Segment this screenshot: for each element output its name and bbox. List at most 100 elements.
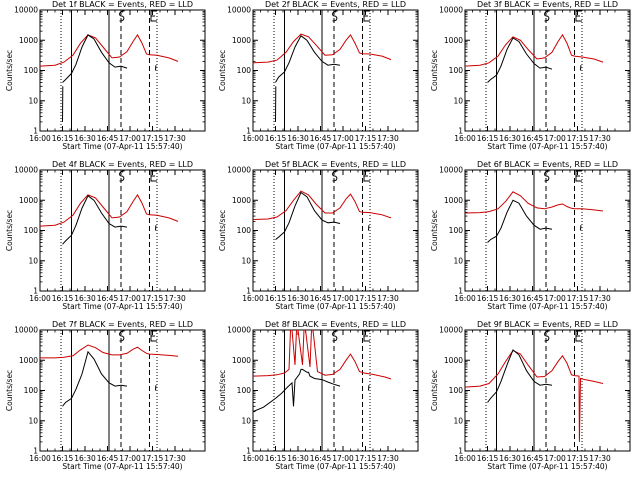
start-marker-s	[119, 330, 125, 342]
black-events-series-line	[62, 195, 128, 245]
y-tick-label: 10000	[439, 326, 463, 335]
x-tick-label: 16:15	[265, 134, 287, 143]
y-tick-label: 100	[24, 66, 39, 75]
y-tick-label: 100	[449, 226, 464, 235]
y-tick-label: 10	[241, 256, 251, 265]
x-axis-label: Start Time (07-Apr-11 15:57:40)	[487, 302, 607, 311]
x-tick-label: 17:00	[119, 294, 141, 303]
y-tick-label: 10	[28, 96, 38, 105]
y-tick-label: 10000	[227, 166, 251, 175]
x-tick-label: 16:30	[287, 134, 309, 143]
black-events-series-line	[487, 199, 553, 243]
x-tick-label: 16:45	[522, 134, 544, 143]
x-tick-label: 16:00	[29, 454, 51, 463]
x-tick-label: 17:15	[142, 294, 164, 303]
y-tick-label: 10	[241, 96, 251, 105]
detector-panel-4: Det 4f BLACK = Events, RED = LLD 1 10 100 10…	[5, 160, 206, 311]
y-tick-label: 1000	[444, 356, 463, 365]
y-tick-label: 100	[449, 386, 464, 395]
y-tick-label: 1000	[232, 36, 251, 45]
y-tick-label: 10	[453, 96, 463, 105]
y-tick-label: 1	[458, 287, 463, 296]
red-lld-series-line	[253, 190, 392, 221]
x-tick-label: 16:30	[499, 454, 521, 463]
x-tick-label: 16:45	[522, 454, 544, 463]
x-axis-label: Start Time (07-Apr-11 15:57:40)	[62, 462, 182, 471]
y-tick-label: 100	[24, 226, 39, 235]
x-tick-label: 16:15	[52, 134, 74, 143]
red-lld-series-line	[40, 344, 179, 359]
black-events-series-line	[487, 37, 553, 83]
y-tick-label: 1000	[232, 196, 251, 205]
x-tick-label: 16:30	[287, 454, 309, 463]
end-marker-e	[363, 170, 370, 182]
series-group	[253, 330, 392, 413]
red-lld-series-line	[40, 33, 179, 67]
black-events-series-line	[62, 350, 128, 407]
red-lld-series-line	[465, 191, 604, 214]
detector-panel-9: Det 9f BLACK = Events, RED = LLD 1 10 100 10…	[430, 320, 631, 471]
x-tick-label: 17:30	[164, 134, 186, 143]
start-marker-s	[332, 170, 338, 182]
x-tick-label: 17:15	[567, 134, 589, 143]
end-marker-e	[150, 330, 157, 342]
x-tick-label: 17:00	[332, 294, 354, 303]
y-tick-label: 100	[237, 386, 252, 395]
x-tick-label: 17:00	[119, 454, 141, 463]
x-tick-label: 16:00	[454, 294, 476, 303]
red-lld-series-line	[253, 330, 392, 380]
y-tick-label: 100	[24, 386, 39, 395]
x-tick-label: 17:15	[355, 134, 377, 143]
x-tick-label: 17:30	[377, 294, 399, 303]
detector-panel-6: Det 6f BLACK = Events, RED = LLD 1 10 100 10…	[430, 160, 631, 311]
red-lld-series-line	[40, 193, 179, 227]
x-tick-label: 16:45	[97, 454, 119, 463]
panel-title: Det 1f BLACK = Events, RED = LLD	[52, 0, 193, 9]
y-axis-label: Counts/sec	[218, 50, 227, 91]
panel-title: Det 3f BLACK = Events, RED = LLD	[477, 0, 618, 9]
end-marker-e	[363, 330, 370, 342]
series-group	[40, 344, 179, 407]
panel-title: Det 7f BLACK = Events, RED = LLD	[52, 320, 193, 329]
start-marker-s	[332, 10, 338, 22]
y-tick-label: 10	[28, 256, 38, 265]
y-axis-label: Counts/sec	[218, 210, 227, 251]
red-lld-series-line	[465, 349, 604, 442]
x-tick-label: 16:00	[242, 294, 264, 303]
y-axis-label: Counts/sec	[430, 50, 439, 91]
x-tick-label: 16:30	[74, 134, 96, 143]
y-tick-label: 10000	[227, 6, 251, 15]
x-tick-label: 16:45	[97, 134, 119, 143]
detector-panel-7: Det 7f BLACK = Events, RED = LLD 1 10 100 10…	[5, 320, 206, 471]
x-tick-label: 16:00	[454, 454, 476, 463]
end-marker-e	[575, 330, 582, 342]
y-tick-label: 10000	[439, 6, 463, 15]
y-tick-label: 1000	[444, 196, 463, 205]
x-tick-label: 17:30	[164, 294, 186, 303]
y-tick-label: 1	[33, 447, 38, 456]
x-tick-label: 16:45	[310, 454, 332, 463]
y-tick-label: 1000	[19, 196, 38, 205]
x-tick-label: 16:45	[522, 294, 544, 303]
x-tick-label: 16:30	[74, 294, 96, 303]
y-axis-label: Counts/sec	[5, 50, 14, 91]
start-marker-s	[544, 170, 550, 182]
series-group	[40, 33, 179, 122]
y-tick-label: 1	[246, 447, 251, 456]
black-events-series-line	[487, 349, 553, 403]
x-axis-label: Start Time (07-Apr-11 15:57:40)	[275, 142, 395, 151]
x-tick-label: 16:15	[477, 454, 499, 463]
y-tick-label: 100	[237, 226, 252, 235]
x-axis-label: Start Time (07-Apr-11 15:57:40)	[62, 142, 182, 151]
x-tick-label: 17:30	[377, 454, 399, 463]
x-tick-label: 17:00	[332, 134, 354, 143]
x-tick-label: 17:00	[544, 294, 566, 303]
x-tick-label: 16:30	[499, 134, 521, 143]
x-tick-label: 17:15	[355, 454, 377, 463]
y-tick-label: 10000	[439, 166, 463, 175]
x-tick-label: 16:30	[287, 294, 309, 303]
x-tick-label: 16:15	[265, 294, 287, 303]
x-tick-label: 16:15	[477, 134, 499, 143]
x-tick-label: 16:45	[310, 134, 332, 143]
black-events-series-line	[275, 191, 341, 240]
